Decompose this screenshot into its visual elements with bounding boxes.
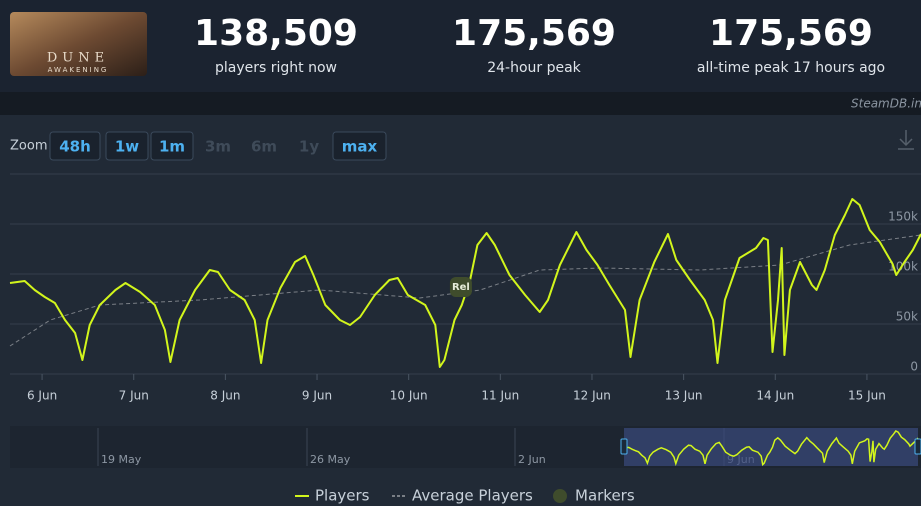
x-tick-label: 14 Jun bbox=[756, 389, 794, 403]
x-tick-label: 13 Jun bbox=[665, 389, 703, 403]
legend-symbol bbox=[553, 489, 567, 503]
watermark: SteamDB.info bbox=[851, 97, 921, 111]
zoom-option: 3m bbox=[205, 138, 231, 156]
y-tick-label: 50k bbox=[896, 310, 918, 324]
x-tick-label: 11 Jun bbox=[481, 389, 519, 403]
marker[interactable] bbox=[449, 277, 472, 297]
series-line bbox=[9, 198, 921, 368]
marker-label: Rel bbox=[452, 282, 470, 293]
legend-label[interactable]: Markers bbox=[575, 487, 635, 505]
legend-label[interactable]: Players bbox=[315, 487, 370, 505]
x-tick-label: 12 Jun bbox=[573, 389, 611, 403]
zoom-option[interactable]: 1m bbox=[159, 138, 185, 156]
navigator-label: 26 May bbox=[310, 453, 351, 466]
zoom-label: Zoom bbox=[10, 139, 47, 154]
navigator-label: 19 May bbox=[101, 453, 142, 466]
zoom-option: 1y bbox=[299, 138, 319, 156]
y-tick-label: 150k bbox=[888, 210, 918, 224]
zoom-option[interactable]: 48h bbox=[59, 138, 91, 156]
stat-value: 175,569 bbox=[709, 13, 873, 54]
navigator-label: 2 Jun bbox=[518, 453, 546, 466]
header-bg bbox=[0, 0, 921, 92]
icon-stroke bbox=[899, 138, 913, 147]
legend-label[interactable]: Average Players bbox=[412, 487, 533, 505]
stat-value: 138,509 bbox=[194, 13, 358, 54]
stat-label: players right now bbox=[215, 60, 337, 76]
logo-title: DUNE bbox=[47, 51, 109, 66]
zoom-option: 6m bbox=[251, 138, 277, 156]
x-tick-label: 7 Jun bbox=[119, 389, 149, 403]
zoom-button[interactable] bbox=[332, 131, 387, 161]
navigator-line bbox=[623, 430, 919, 467]
navigator-handle[interactable] bbox=[914, 438, 921, 455]
stat-label: 24-hour peak bbox=[487, 60, 581, 76]
zoom-button[interactable] bbox=[150, 131, 194, 161]
watermark-strip bbox=[0, 92, 921, 115]
zoom-button[interactable] bbox=[49, 131, 101, 161]
x-tick-label: 10 Jun bbox=[390, 389, 428, 403]
navigator-handle[interactable] bbox=[620, 438, 628, 455]
download-icon[interactable] bbox=[898, 130, 914, 150]
zoom-option[interactable]: 1w bbox=[115, 138, 139, 156]
x-tick-label: 6 Jun bbox=[27, 389, 57, 403]
stat-value: 175,569 bbox=[452, 13, 616, 54]
x-tick-label: 15 Jun bbox=[848, 389, 886, 403]
x-tick-label: 8 Jun bbox=[210, 389, 240, 403]
zoom-option[interactable]: max bbox=[342, 138, 378, 156]
stat-label: all-time peak 17 hours ago bbox=[697, 60, 885, 76]
game-thumbnail[interactable] bbox=[10, 12, 147, 76]
y-tick-label: 0 bbox=[910, 360, 918, 374]
x-tick-label: 9 Jun bbox=[302, 389, 332, 403]
zoom-button[interactable] bbox=[105, 131, 149, 161]
logo-subtitle: AWAKENING bbox=[48, 66, 109, 74]
